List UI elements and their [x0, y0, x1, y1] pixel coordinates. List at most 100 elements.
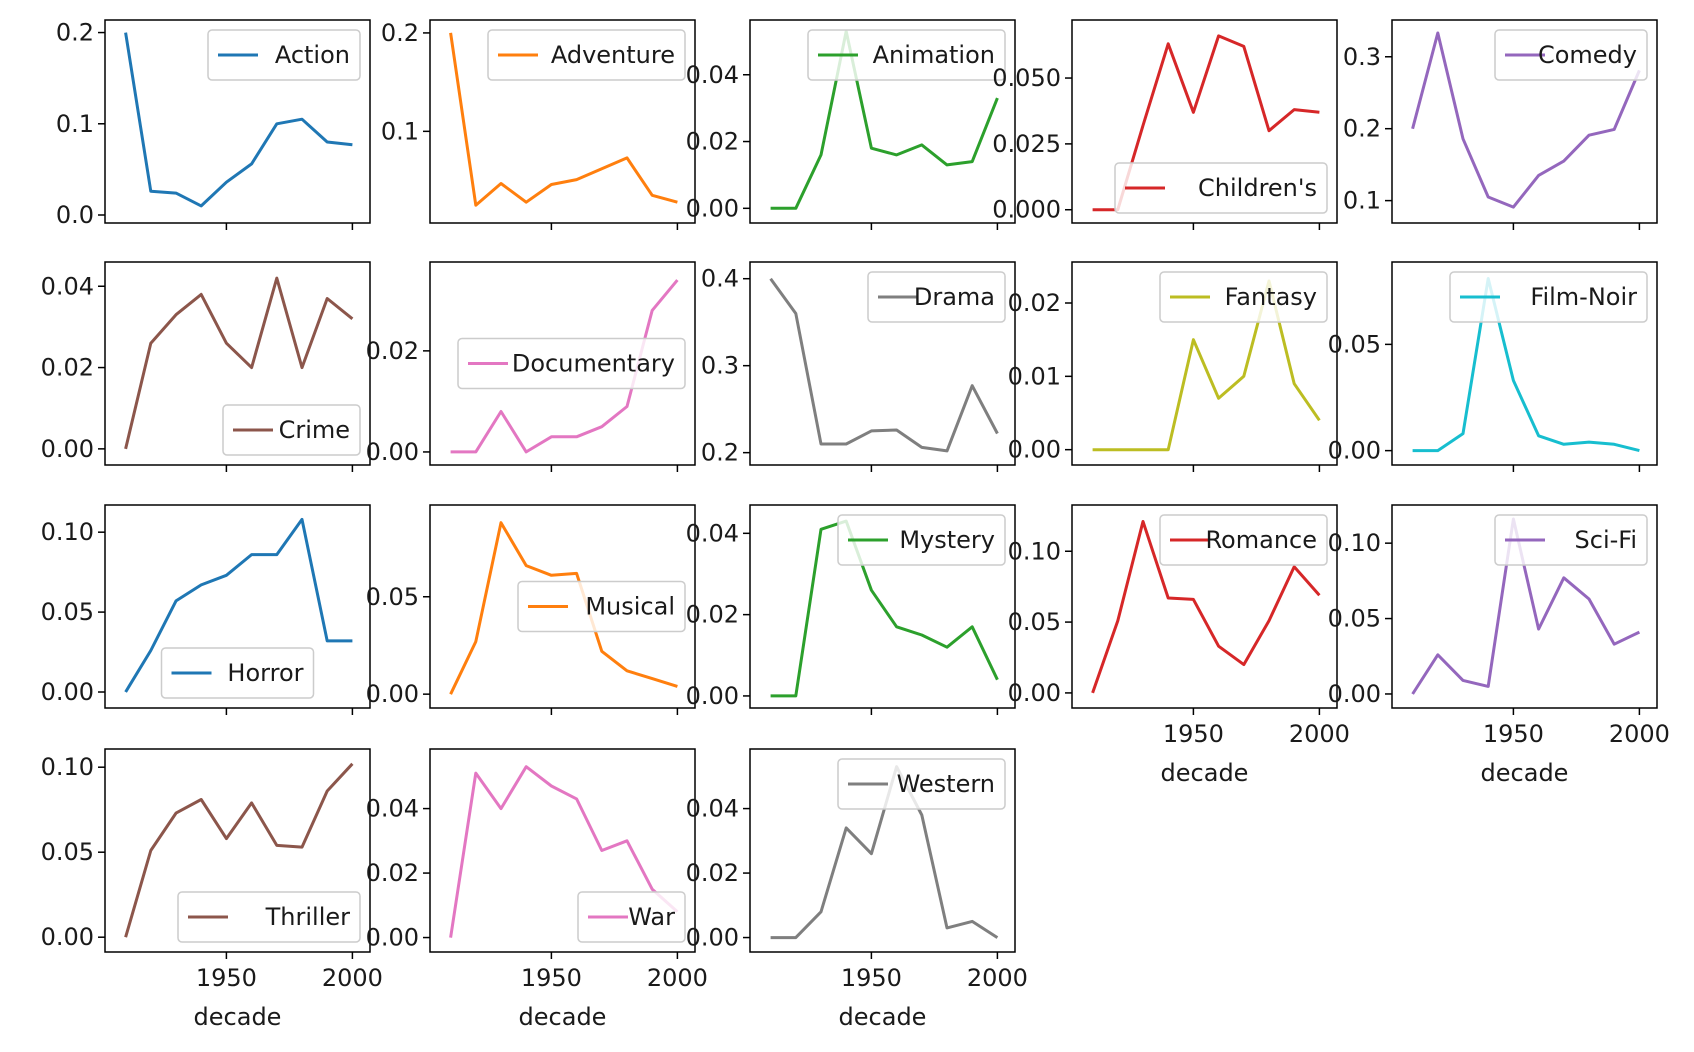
legend-war: War: [577, 891, 686, 943]
plot-frame: [1071, 19, 1338, 224]
subplot-romance: 0.00 0.05 0.10 1950 2000 decade Romance: [1008, 504, 1350, 787]
x-tick-label: 2000: [1289, 720, 1350, 748]
y-tick-label: 0.3: [1343, 43, 1381, 71]
y-tick-label: 0.00: [366, 924, 419, 952]
y-tick-label: 0.10: [1008, 537, 1061, 565]
plot-frame: [749, 261, 1016, 466]
legend-label: Children's: [1198, 174, 1317, 202]
series-line-crime: [124, 276, 354, 450]
series-line-film-noir: [1412, 277, 1640, 453]
x-tick-label: 1950: [196, 964, 257, 992]
y-tick-label: 0.3: [701, 352, 739, 380]
plot-frame: [429, 19, 696, 224]
subplot-comedy: 0.1 0.2 0.3 Comedy: [1343, 19, 1658, 230]
legend-box: [867, 271, 1006, 323]
y-tick-label: 0.01: [1008, 362, 1061, 390]
series-line-sci-fi: [1411, 517, 1641, 695]
y-tick-label: 0.04: [366, 795, 419, 823]
y-tick-label: 0.02: [366, 337, 419, 365]
y-tick-label: 0.02: [686, 859, 739, 887]
plot-frame: [429, 748, 696, 953]
series-line-romance: [1091, 520, 1321, 694]
series-line-musical: [449, 521, 678, 695]
y-tick-label: 0.00: [1328, 680, 1381, 708]
x-tick-label: 1950: [841, 964, 902, 992]
y-tick-label: 0.000: [992, 196, 1061, 224]
legend-label: Drama: [914, 283, 995, 311]
legend-box: [457, 337, 686, 390]
legend-box: [1449, 271, 1648, 323]
legend-label: Adventure: [551, 41, 675, 69]
y-tick-label: 0.02: [41, 354, 94, 382]
legend-children-s: Children's: [1114, 162, 1328, 214]
plot-frame: [104, 748, 371, 953]
x-axis-label: decade: [519, 1003, 607, 1031]
subplot-musical: 0.00 0.05 Musical: [366, 504, 696, 715]
legend-sci-fi: Sci-Fi: [1494, 514, 1648, 566]
subplot-mystery: 0.00 0.02 0.04 Mystery: [686, 504, 1016, 715]
y-tick-label: 0.04: [686, 795, 739, 823]
plot-frame: [1391, 504, 1658, 709]
x-tick-label: 2000: [647, 964, 708, 992]
legend-action: Action: [207, 29, 361, 81]
legend-box: [160, 647, 315, 699]
plot-frame: [104, 504, 371, 709]
plot-frame: [749, 748, 1016, 953]
y-tick-label: 0.4: [701, 265, 739, 293]
legend-romance: Romance: [1159, 514, 1328, 566]
legend-box: [222, 404, 361, 456]
legend-crime: Crime: [222, 404, 361, 456]
legend-label: Action: [275, 41, 350, 69]
x-tick-label: 2000: [967, 964, 1028, 992]
plot-frame: [749, 504, 1016, 709]
plot-frame: [104, 261, 371, 466]
y-tick-label: 0.10: [1328, 529, 1381, 557]
y-tick-label: 0.1: [1343, 187, 1381, 215]
y-tick-label: 0.00: [686, 194, 739, 222]
subplot-drama: 0.2 0.3 0.4 Drama: [701, 261, 1016, 472]
y-tick-label: 0.02: [686, 128, 739, 156]
series-line-fantasy: [1092, 279, 1321, 452]
legend-box: [837, 758, 1006, 810]
y-tick-label: 0.00: [1008, 679, 1061, 707]
plot-frame: [104, 19, 371, 224]
y-tick-label: 0.1: [56, 110, 94, 138]
legend-comedy: Comedy: [1494, 29, 1648, 81]
subplot-thriller: 0.00 0.05 0.10 1950 2000 decade Thriller: [41, 748, 383, 1031]
legend-drama: Drama: [867, 271, 1006, 323]
plot-frame: [429, 261, 696, 466]
legend-box: [1159, 514, 1328, 566]
y-tick-label: 0.10: [41, 518, 94, 546]
legend-horror: Horror: [160, 647, 315, 699]
series-line-thriller: [124, 762, 354, 938]
x-axis-label: decade: [1161, 759, 1249, 787]
legend-label: Mystery: [899, 526, 995, 554]
x-tick-label: 1950: [521, 964, 582, 992]
plot-frame: [429, 504, 696, 709]
legend-label: Film-Noir: [1530, 283, 1637, 311]
y-tick-label: 0.0: [56, 201, 94, 229]
x-tick-label: 2000: [322, 964, 383, 992]
subplot-horror: 0.00 0.05 0.10 Horror: [41, 504, 371, 715]
subplot-documentary: 0.00 0.02 Documentary: [366, 261, 696, 472]
legend-box: [517, 580, 686, 633]
legend-box: [577, 891, 686, 943]
y-tick-label: 0.00: [686, 924, 739, 952]
y-tick-label: 0.00: [41, 923, 94, 951]
y-tick-label: 0.025: [992, 130, 1061, 158]
legend-box: [487, 29, 686, 81]
series-line-mystery: [770, 519, 999, 698]
y-tick-label: 0.04: [686, 519, 739, 547]
legend-box: [807, 29, 1006, 81]
subplot-crime: 0.00 0.02 0.04 Crime: [41, 261, 371, 472]
y-tick-label: 0.2: [701, 439, 739, 467]
subplot-children-s: 0.000 0.025 0.050 Children's: [992, 19, 1338, 230]
x-axis-label: decade: [1481, 759, 1569, 787]
legend-musical: Musical: [517, 580, 686, 633]
y-tick-label: 0.00: [1008, 436, 1061, 464]
series-line-western: [770, 765, 999, 940]
y-tick-label: 0.00: [41, 435, 94, 463]
y-tick-label: 0.04: [41, 272, 94, 300]
y-tick-label: 0.04: [686, 61, 739, 89]
